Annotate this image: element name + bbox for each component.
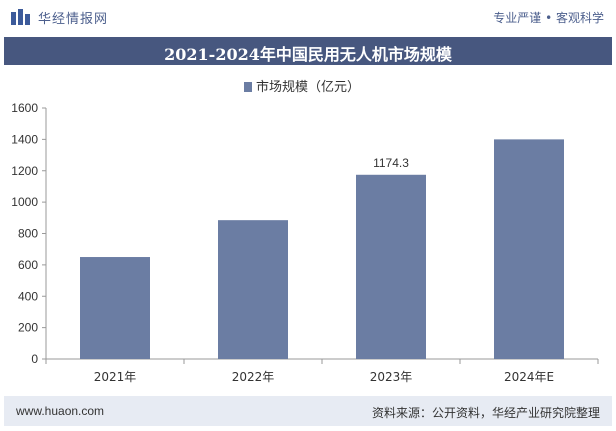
legend: 市场规模（亿元） <box>244 76 360 95</box>
legend-label: 市场规模（亿元） <box>256 80 361 95</box>
legend-swatch <box>244 82 252 92</box>
y-tick-label: 400 <box>18 289 38 303</box>
top-bar: 华经情报网 专业严谨 • 客观科学 <box>0 0 616 32</box>
bar-chart: 0 200 400 600 800 1000 1200 1400 1600 2021年 2022年 2… <box>11 101 599 384</box>
y-tick-label: 1600 <box>11 101 38 115</box>
bar-2 <box>218 220 288 359</box>
x-tick-label: 2023年 <box>370 370 413 384</box>
footer: www.huaon.com 资料来源：公开资料，华经产业研究院整理 <box>4 396 612 426</box>
chart-title: 2021-2024年中国民用无人机市场规模 <box>164 45 452 64</box>
y-tick-label: 600 <box>18 258 38 272</box>
huajing-logo-icon <box>11 9 30 25</box>
bar-1 <box>80 257 150 359</box>
x-tick-label: 2022年 <box>232 370 275 384</box>
y-tick-label: 1400 <box>11 132 38 146</box>
website-link[interactable]: www.huaon.com <box>16 404 105 418</box>
x-tick-label: 2024年E <box>504 370 554 384</box>
data-source: 资料来源：公开资料，华经产业研究院整理 <box>371 406 600 420</box>
y-tick-label: 0 <box>31 352 38 366</box>
x-tick-label: 2021年 <box>94 370 137 384</box>
brand-name: 华经情报网 <box>38 12 109 27</box>
slogan: 专业严谨 • 客观科学 <box>493 11 604 25</box>
bar-4 <box>494 139 564 359</box>
y-tick-label: 200 <box>18 321 38 335</box>
y-tick-label: 1200 <box>11 164 38 178</box>
y-tick-label: 1000 <box>11 195 38 209</box>
title-bar: 2021-2024年中国民用无人机市场规模 <box>4 37 612 65</box>
bar-3 <box>356 174 426 359</box>
data-label: 1174.3 <box>373 156 409 170</box>
y-tick-label: 800 <box>18 227 38 241</box>
